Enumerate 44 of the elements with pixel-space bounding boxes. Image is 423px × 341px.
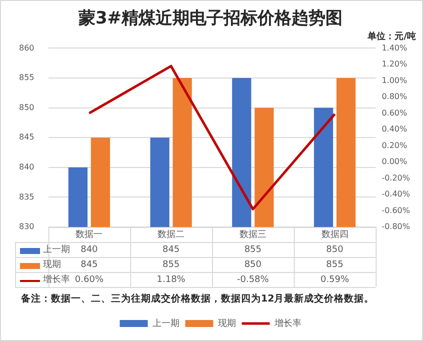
y-tick-label: 835 [18,192,34,202]
y-tick-label: 845 [18,132,34,142]
data-label: 0.60% [74,274,104,285]
text: 上一期 [43,244,70,255]
y2-tick-label: 0.20% [382,140,408,150]
data-label: 855 [162,260,180,270]
x-tick-label: 数据一 [76,228,103,240]
data-label: 850 [244,260,262,270]
data-label: 0.59% [320,274,350,285]
y2-tick-label: 1.20% [382,60,408,69]
legend-label: 现期 [218,318,236,329]
chart-subtitle: 单位：元/吨 [366,31,416,42]
x-tick-label: 数据二 [158,228,185,240]
y2-tick-label: -0.80% [382,222,410,232]
text: 增长率 [274,318,302,329]
y2-tick-label: 0.60% [382,108,408,118]
y-tick-label: 860 [18,43,34,52]
x-tick-label: 数据三 [239,228,266,240]
legend-label: 上一期 [152,318,180,329]
y2-tick-label: 1.00% [382,76,408,85]
data-label: -0.58% [236,274,270,285]
y2-tick-label: -0.20% [382,173,410,182]
y2-tick-label: -0.60% [382,206,410,215]
y2-tick-label: 0.40% [382,124,408,134]
data-label: 1.18% [156,274,186,285]
y-tick-label: 830 [18,222,34,232]
x-tick-label: 数据四 [321,228,348,240]
data-label: 855 [326,260,344,270]
data-label: 855 [244,244,262,255]
y-tick-label: 855 [18,73,34,82]
y2-tick-label: -0.40% [382,190,410,199]
data-label: 845 [80,260,98,270]
y2-tick-label: 0.00% [382,157,408,166]
y-tick-label: 850 [18,102,34,112]
y2-tick-label: 0.80% [382,92,408,102]
text: 备注：数据一、二、三为往期成交价格数据，数据四为12月最新成交价格数据。 [20,292,374,304]
y-tick-label: 840 [18,162,34,172]
chart-title: 蒙3#精煤近期电子招标价格趋势图 [77,8,343,29]
data-label: 840 [80,244,98,255]
data-label: 845 [162,244,180,255]
y2-tick-label: 1.40% [382,43,408,52]
data-label: 850 [326,244,344,255]
text: 现期 [43,260,61,270]
legend-label: 增长率 [42,274,70,285]
